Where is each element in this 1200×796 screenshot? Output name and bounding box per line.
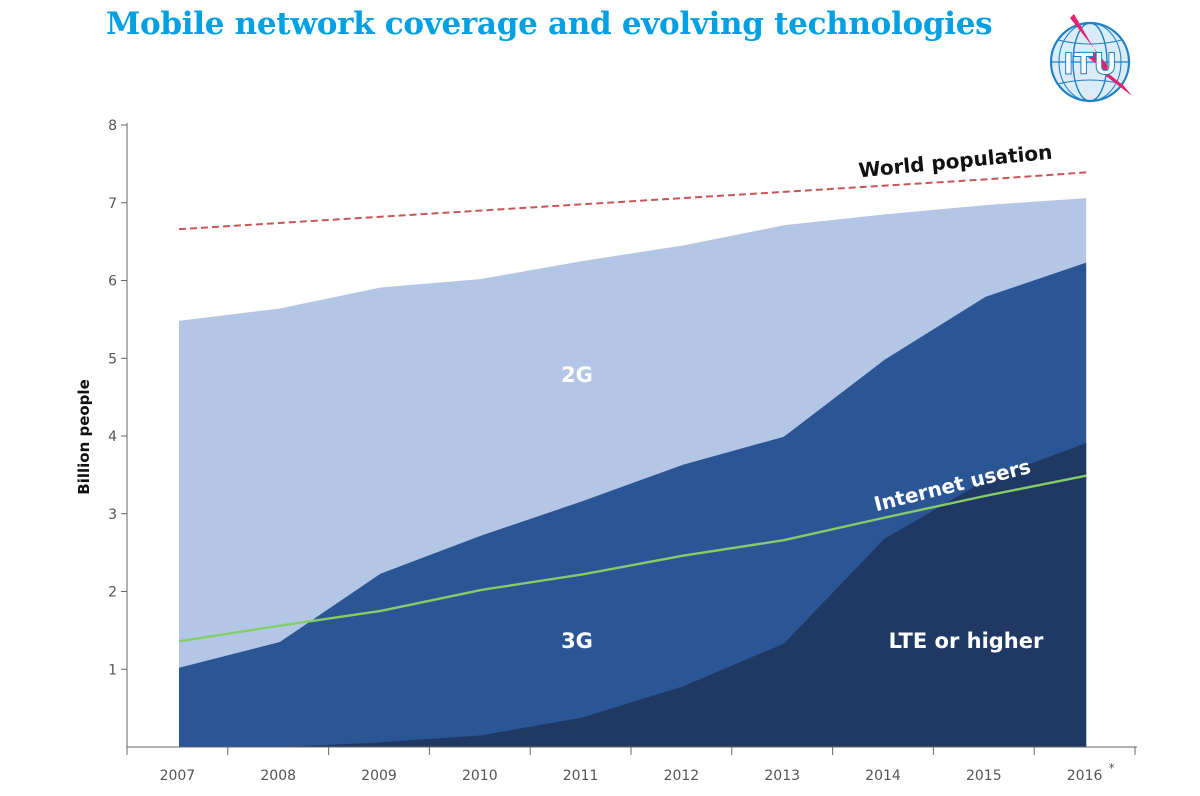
y-tick-label: 6 (108, 274, 117, 290)
logo-text: ITU (1063, 47, 1117, 81)
area-lte-or-higher (179, 442, 1087, 747)
area-layer (179, 198, 1087, 747)
x-tick-label: 2012 (664, 768, 700, 784)
x-tick-label: 2009 (361, 768, 397, 784)
x-tick-label: 2015 (966, 768, 1002, 784)
x-tick-label: 2011 (563, 768, 599, 784)
line-internet-users (178, 474, 1087, 643)
axes-layer: 1 2 3 4 5 6 7 8 2007 2008 2009 2010 2011 2012 2013 2014… (108, 118, 1137, 784)
area-label-2g: 2G (561, 363, 593, 387)
y-tick-label: 1 (108, 662, 117, 678)
x-tick-footnote: * (1109, 761, 1115, 775)
line-world-population (178, 171, 1087, 231)
y-tick-label: 3 (108, 507, 117, 523)
x-tick-label: 2007 (160, 768, 196, 784)
line-layer (178, 171, 1087, 643)
y-tick-label: 5 (108, 351, 117, 367)
x-tick-label: 2010 (462, 768, 498, 784)
x-tick-label: 2014 (865, 768, 901, 784)
y-tick-label: 8 (108, 118, 117, 134)
y-tick-label: 7 (108, 196, 117, 212)
y-tick-label: 2 (108, 585, 117, 601)
x-tick-label: 2008 (260, 768, 296, 784)
area-label-3g: 3G (561, 629, 593, 653)
area-label-lte: LTE or higher (889, 629, 1044, 653)
itu-logo: ITU (1049, 14, 1132, 103)
x-tick-label: 2016 (1067, 768, 1103, 784)
y-tick-label: 4 (108, 429, 117, 445)
y-axis-label: Billion people (75, 379, 93, 494)
x-tick-label: 2013 (764, 768, 800, 784)
chart-title: Mobile network coverage and evolving tec… (106, 6, 993, 42)
world-population-label: World population (857, 140, 1053, 183)
